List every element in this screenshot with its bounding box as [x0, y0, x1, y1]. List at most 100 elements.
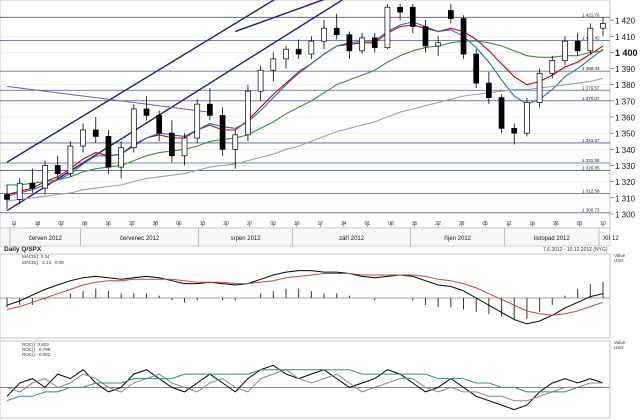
macd-panel-title: Daily Q/SPX	[4, 246, 42, 253]
candle-body	[435, 42, 441, 47]
month-label: XII 12	[603, 236, 619, 242]
candle-body	[549, 60, 556, 74]
date-tick-label: 15	[412, 221, 418, 227]
macd-line	[6, 270, 604, 325]
candle-body	[156, 115, 163, 134]
date-tick-label: 05	[482, 221, 488, 227]
candle-body	[80, 129, 86, 147]
level-label: 1 370.07	[582, 96, 600, 101]
roc-line	[6, 369, 603, 402]
candle-body	[270, 58, 277, 71]
price-tick-label: 1 320	[615, 178, 636, 187]
candle-body	[460, 18, 467, 55]
candle-body	[371, 37, 378, 48]
candle-body	[219, 115, 226, 150]
candle-body	[333, 27, 340, 36]
date-tick-label: 20	[223, 221, 229, 227]
roc-line	[6, 364, 604, 411]
candle-body	[384, 6, 391, 48]
price-axis: 1 300 1 310 1 320 1 330 1 340 1 350 1 360 1 370…	[610, 17, 638, 219]
candle-body	[447, 10, 454, 19]
candle-body	[524, 102, 530, 134]
date-tick-label: 02	[58, 221, 64, 227]
month-label: červenec 2012	[120, 236, 160, 242]
price-tick-label: 1 420	[615, 17, 636, 26]
roc-line	[6, 369, 603, 402]
date-tick-label: 01	[365, 221, 371, 227]
level-label: 1 376.57	[582, 85, 600, 90]
candle-body	[473, 53, 480, 84]
candle-body	[194, 103, 201, 139]
date-tick-label: 06	[176, 221, 182, 227]
candle-body	[511, 127, 518, 134]
roc-legend-1: ROC(): 0.603	[22, 342, 49, 347]
candle-body	[130, 108, 137, 149]
date-tick-label: 08	[388, 221, 394, 227]
date-tick-label: 29	[459, 221, 465, 227]
candle-body	[29, 182, 36, 189]
candle-body	[181, 137, 188, 157]
date-tick-label: 11	[11, 221, 16, 227]
date-tick-label: 16	[105, 221, 111, 227]
candle-body	[257, 69, 264, 92]
candle-body	[16, 182, 23, 200]
candle-body	[308, 40, 315, 55]
candle-body	[587, 27, 594, 52]
candle-body	[422, 26, 429, 47]
roc-legend-2: ROC(): -0.798	[22, 347, 51, 352]
price-tick-label: 1 300	[615, 210, 636, 219]
roc-unit-label: USD	[614, 345, 624, 350]
candle-body	[359, 37, 365, 52]
macd-value-label: Value	[614, 253, 626, 258]
price-tick-label: 1 400	[615, 48, 638, 58]
candle-body	[67, 145, 74, 174]
date-tick-label: 27	[247, 221, 253, 227]
date-tick-label: 24	[341, 221, 347, 227]
candle-body	[54, 165, 61, 174]
macd-legend-2: MACD(): -2.14, -0.08	[22, 260, 64, 265]
candle-body	[574, 40, 581, 52]
candle-body	[486, 82, 492, 99]
price-tick-label: 1 410	[615, 33, 636, 42]
date-tick-label: 12	[506, 221, 512, 227]
level-label: 1 388.44	[582, 66, 600, 71]
date-axis: 11 18 02 09 16 23 30 06 13 20 27 03 10 17 24 01 08 15 22 29…	[0, 221, 619, 247]
date-axis-bg	[0, 227, 611, 247]
channel-line	[6, 0, 276, 163]
candle-body	[143, 108, 150, 116]
price-tick-label: 1 330	[615, 162, 636, 171]
candle-body	[498, 97, 505, 129]
candle-body	[118, 147, 124, 168]
candle-body	[232, 134, 239, 150]
month-label: listopad 2012	[534, 236, 570, 242]
trend-line	[6, 85, 210, 113]
channel-line	[235, 0, 325, 33]
candle-body	[295, 48, 302, 55]
price-tick-label: 1 370	[615, 97, 636, 106]
roc-panel	[0, 364, 610, 411]
candle-body	[245, 90, 251, 136]
candle-body	[346, 34, 353, 52]
price-tick-label: 1 380	[615, 81, 636, 90]
price-panel-bg	[0, 0, 611, 229]
candle-body	[207, 103, 213, 116]
roc-legend-3: ROC(): -0.062	[22, 352, 51, 357]
candle-body	[562, 40, 568, 61]
date-tick-label: 23	[129, 221, 135, 227]
price-tick-label: 1 310	[615, 194, 636, 203]
month-label: srpen 2012	[231, 236, 262, 242]
candle-body	[42, 165, 48, 189]
roc-value-label: Value	[614, 340, 626, 345]
date-tick-label: 18	[35, 221, 41, 227]
price-tick-label: 1 360	[615, 114, 636, 123]
candle-body	[321, 27, 327, 42]
month-label: říjen 2012	[444, 236, 471, 242]
month-label: září 2012	[339, 236, 365, 242]
candles	[4, 4, 606, 210]
macd-panel	[0, 270, 610, 325]
level-label: 1 300.73	[582, 208, 600, 213]
macd-unit-label: USD	[614, 258, 624, 263]
level-label: 1 326.85	[582, 166, 600, 171]
level-label: 1 331.55	[582, 158, 600, 163]
